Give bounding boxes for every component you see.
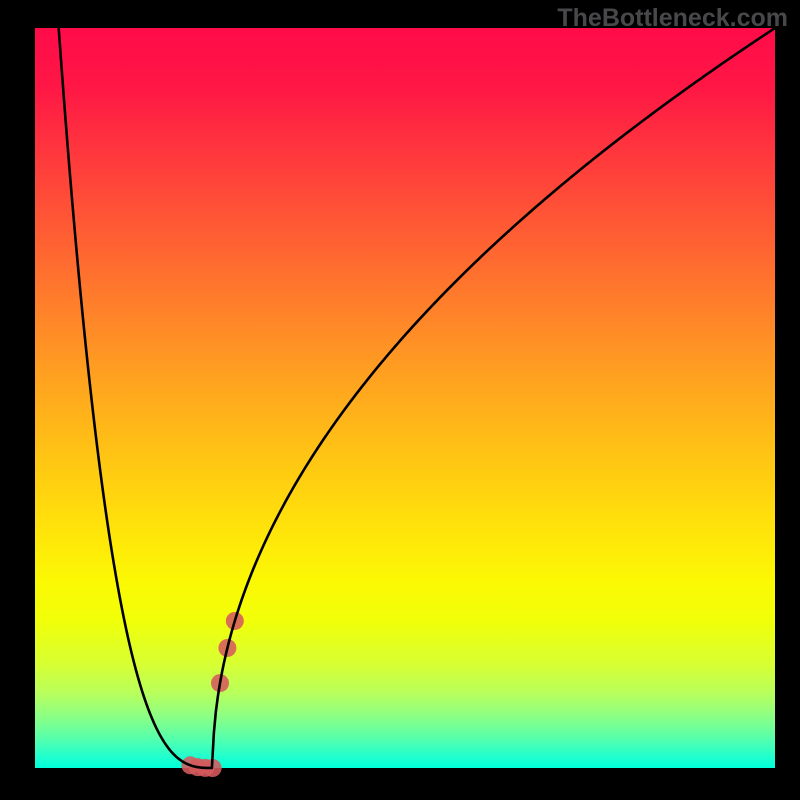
plot-background (35, 28, 775, 768)
bottleneck-chart (0, 0, 800, 800)
chart-container: TheBottleneck.com (0, 0, 800, 800)
watermark-text: TheBottleneck.com (557, 4, 788, 33)
